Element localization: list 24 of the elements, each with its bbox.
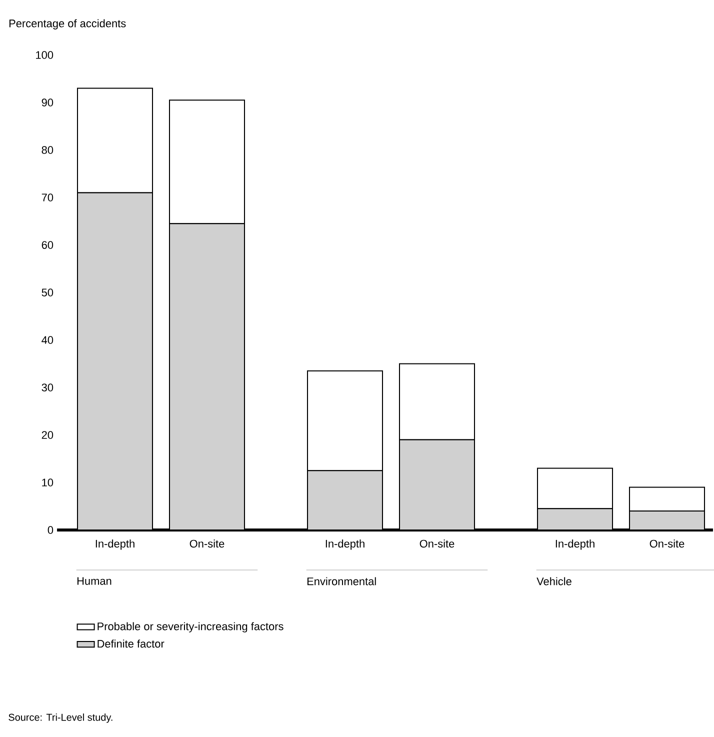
x-tick-label: In-depth: [326, 540, 364, 550]
y-tick-label: 30: [42, 384, 54, 392]
y-tick-label: 90: [42, 98, 54, 106]
y-tick-label: 100: [36, 51, 54, 59]
y-tick-label: 50: [42, 288, 54, 296]
legend-label: Definite factor: [98, 640, 164, 648]
x-tick-label: In-depth: [96, 540, 134, 550]
y-tick-label: 80: [42, 146, 54, 154]
legend-label: Probable or severity-increasing factors: [98, 622, 284, 632]
y-tick-label: 40: [42, 336, 54, 344]
x-tick-label: On-site: [190, 540, 224, 548]
y-tick-label: 0: [48, 526, 54, 534]
x-tick-label: On-site: [420, 540, 454, 548]
text: Vehicle: [536, 577, 572, 586]
y-tick-label: 60: [42, 241, 54, 249]
source-note: Source: Tri-Level study.: [8, 714, 112, 723]
text: Environmental: [307, 577, 376, 586]
y-axis-title: Percentage of accidents: [9, 19, 126, 30]
y-tick-label: 70: [42, 194, 54, 202]
y-tick-label: 10: [42, 478, 54, 486]
x-tick-label: On-site: [650, 540, 684, 548]
y-tick-label: 20: [42, 431, 54, 439]
x-tick-label: In-depth: [556, 540, 594, 550]
text: Human: [77, 577, 112, 585]
